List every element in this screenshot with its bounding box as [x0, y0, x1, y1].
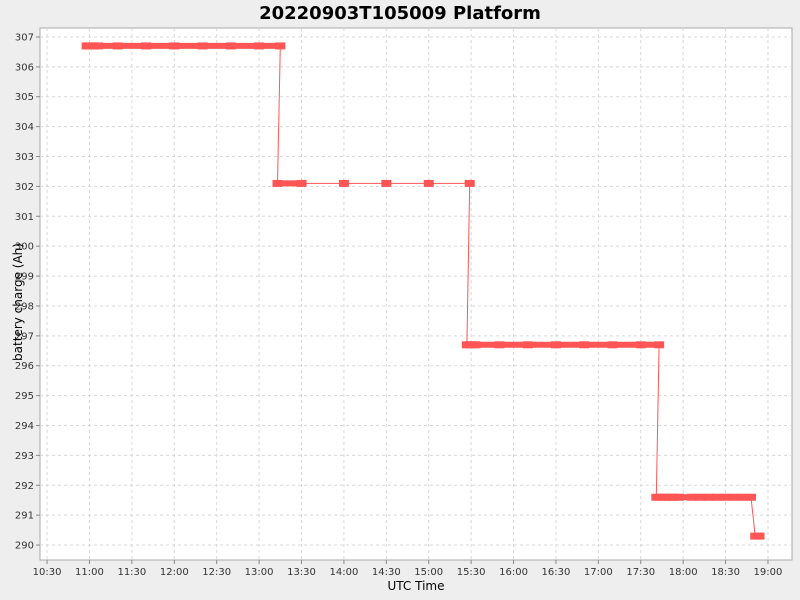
x-tick-label: 14:00 — [329, 567, 358, 578]
y-tick-label: 299 — [15, 272, 34, 283]
y-tick-label: 297 — [15, 331, 34, 342]
data-point — [673, 493, 684, 501]
x-tick-label: 18:30 — [711, 567, 740, 578]
y-tick-label: 300 — [15, 242, 34, 253]
y-tick-label: 290 — [15, 541, 34, 552]
x-gridlines — [46, 28, 769, 560]
data-point — [712, 493, 723, 501]
series-markers — [81, 42, 765, 540]
data-point — [296, 179, 307, 187]
y-tick-label: 307 — [15, 32, 34, 43]
x-tick-label: 12:00 — [160, 567, 189, 578]
data-point — [550, 341, 561, 349]
x-tick-label: 17:00 — [584, 567, 613, 578]
data-point — [720, 493, 731, 501]
y-tick-label: 301 — [15, 212, 34, 223]
x-tick-label: 18:00 — [669, 567, 698, 578]
data-point — [92, 42, 103, 50]
y-gridlines — [40, 36, 792, 546]
data-point — [686, 493, 697, 501]
y-tick-label: 298 — [15, 301, 34, 312]
data-point — [729, 493, 740, 501]
y-tick-label: 294 — [15, 421, 34, 432]
data-point — [169, 42, 180, 50]
x-tick-label: 13:30 — [287, 567, 316, 578]
data-point — [668, 493, 679, 501]
data-point — [579, 341, 590, 349]
x-axis-label: UTC Time — [388, 579, 445, 593]
data-point — [695, 493, 706, 501]
x-tick-label: 16:00 — [499, 567, 528, 578]
x-tick-label: 10:30 — [33, 567, 62, 578]
y-tick-label: 291 — [15, 511, 34, 522]
y-tick-label: 295 — [15, 391, 34, 402]
y-tick-label: 293 — [15, 451, 34, 462]
y-tick-label: 292 — [15, 481, 34, 492]
x-tick-label: 16:30 — [542, 567, 571, 578]
data-point — [112, 42, 123, 50]
x-axis-ticks: 10:30 11:00 11:30 12:00 12:30 13:00 13:30 14:00… — [33, 560, 783, 578]
data-point — [494, 341, 505, 349]
data-point — [197, 42, 208, 50]
data-point — [703, 493, 714, 501]
y-tick-label: 303 — [15, 152, 34, 163]
data-point — [635, 341, 646, 349]
data-point — [225, 42, 236, 50]
data-point — [275, 42, 286, 50]
x-tick-label: 11:30 — [117, 567, 146, 578]
data-point — [737, 493, 748, 501]
y-tick-label: 296 — [15, 361, 34, 372]
data-point — [254, 42, 265, 50]
y-axis-label: battery charge (Ah) — [11, 243, 25, 361]
y-tick-label: 304 — [15, 122, 34, 133]
x-tick-label: 14:30 — [372, 567, 401, 578]
data-point — [381, 179, 392, 187]
y-tick-label: 306 — [15, 62, 34, 73]
data-point — [141, 42, 152, 50]
data-point — [746, 493, 757, 501]
data-point — [607, 341, 618, 349]
plot-area — [39, 27, 793, 561]
data-point — [654, 341, 665, 349]
data-point — [338, 179, 349, 187]
y-tick-label: 302 — [15, 182, 34, 193]
x-tick-label: 15:00 — [414, 567, 443, 578]
data-point — [423, 179, 434, 187]
x-tick-label: 11:00 — [75, 567, 104, 578]
data-point — [522, 341, 533, 349]
data-point — [470, 341, 481, 349]
x-tick-label: 19:00 — [754, 567, 783, 578]
x-tick-label: 13:00 — [245, 567, 274, 578]
x-tick-label: 15:30 — [457, 567, 486, 578]
y-axis-ticks: 290 291 292 293 294 295 296 297 298 299 300 301 302 3… — [15, 32, 40, 552]
chart-title: 20220903T105009 Platform — [259, 3, 541, 24]
y-tick-label: 305 — [15, 92, 34, 103]
x-tick-label: 17:30 — [626, 567, 655, 578]
data-point — [464, 179, 475, 187]
x-tick-label: 12:30 — [202, 567, 231, 578]
data-point — [754, 532, 765, 540]
data-point — [272, 179, 283, 187]
